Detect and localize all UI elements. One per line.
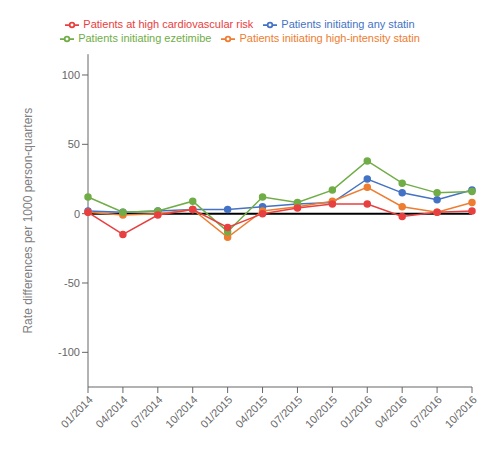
- svg-text:10/2016: 10/2016: [442, 393, 479, 430]
- svg-text:100: 100: [62, 69, 80, 81]
- svg-text:01/2015: 01/2015: [198, 393, 235, 430]
- html-text:Patients initiating ezetimibe: Patients initiating ezetimibe: [78, 32, 212, 45]
- svg-text:-50: -50: [64, 277, 80, 289]
- svg-text:04/2016: 04/2016: [373, 393, 410, 430]
- svg-text:0: 0: [74, 208, 80, 220]
- svg-text:10/2014: 10/2014: [163, 393, 200, 430]
- svg-text:07/2014: 07/2014: [128, 393, 165, 430]
- html-text:Patients initiating any statin: Patients initiating any statin: [281, 18, 415, 30]
- svg-text:07/2016: 07/2016: [407, 393, 444, 430]
- html-text:Patients at high cardiovascula: Patients at high cardiovascular risk: [83, 18, 254, 30]
- svg-text:01/2014: 01/2014: [58, 393, 95, 430]
- svg-text:01/2016: 01/2016: [338, 393, 375, 430]
- svg-text:04/2015: 04/2015: [233, 393, 270, 430]
- svg-text:-100: -100: [58, 346, 80, 358]
- svg-text:50: 50: [68, 138, 80, 150]
- svg-text:10/2015: 10/2015: [303, 393, 340, 430]
- html-text:Patients initiating high-inten: Patients initiating high-intensity stati…: [239, 32, 420, 45]
- svg-text:07/2015: 07/2015: [268, 393, 305, 430]
- svg-text:Rate differences per 1000 pers: Rate differences per 1000 person-quarter…: [21, 108, 35, 334]
- svg-text:04/2014: 04/2014: [93, 393, 130, 430]
